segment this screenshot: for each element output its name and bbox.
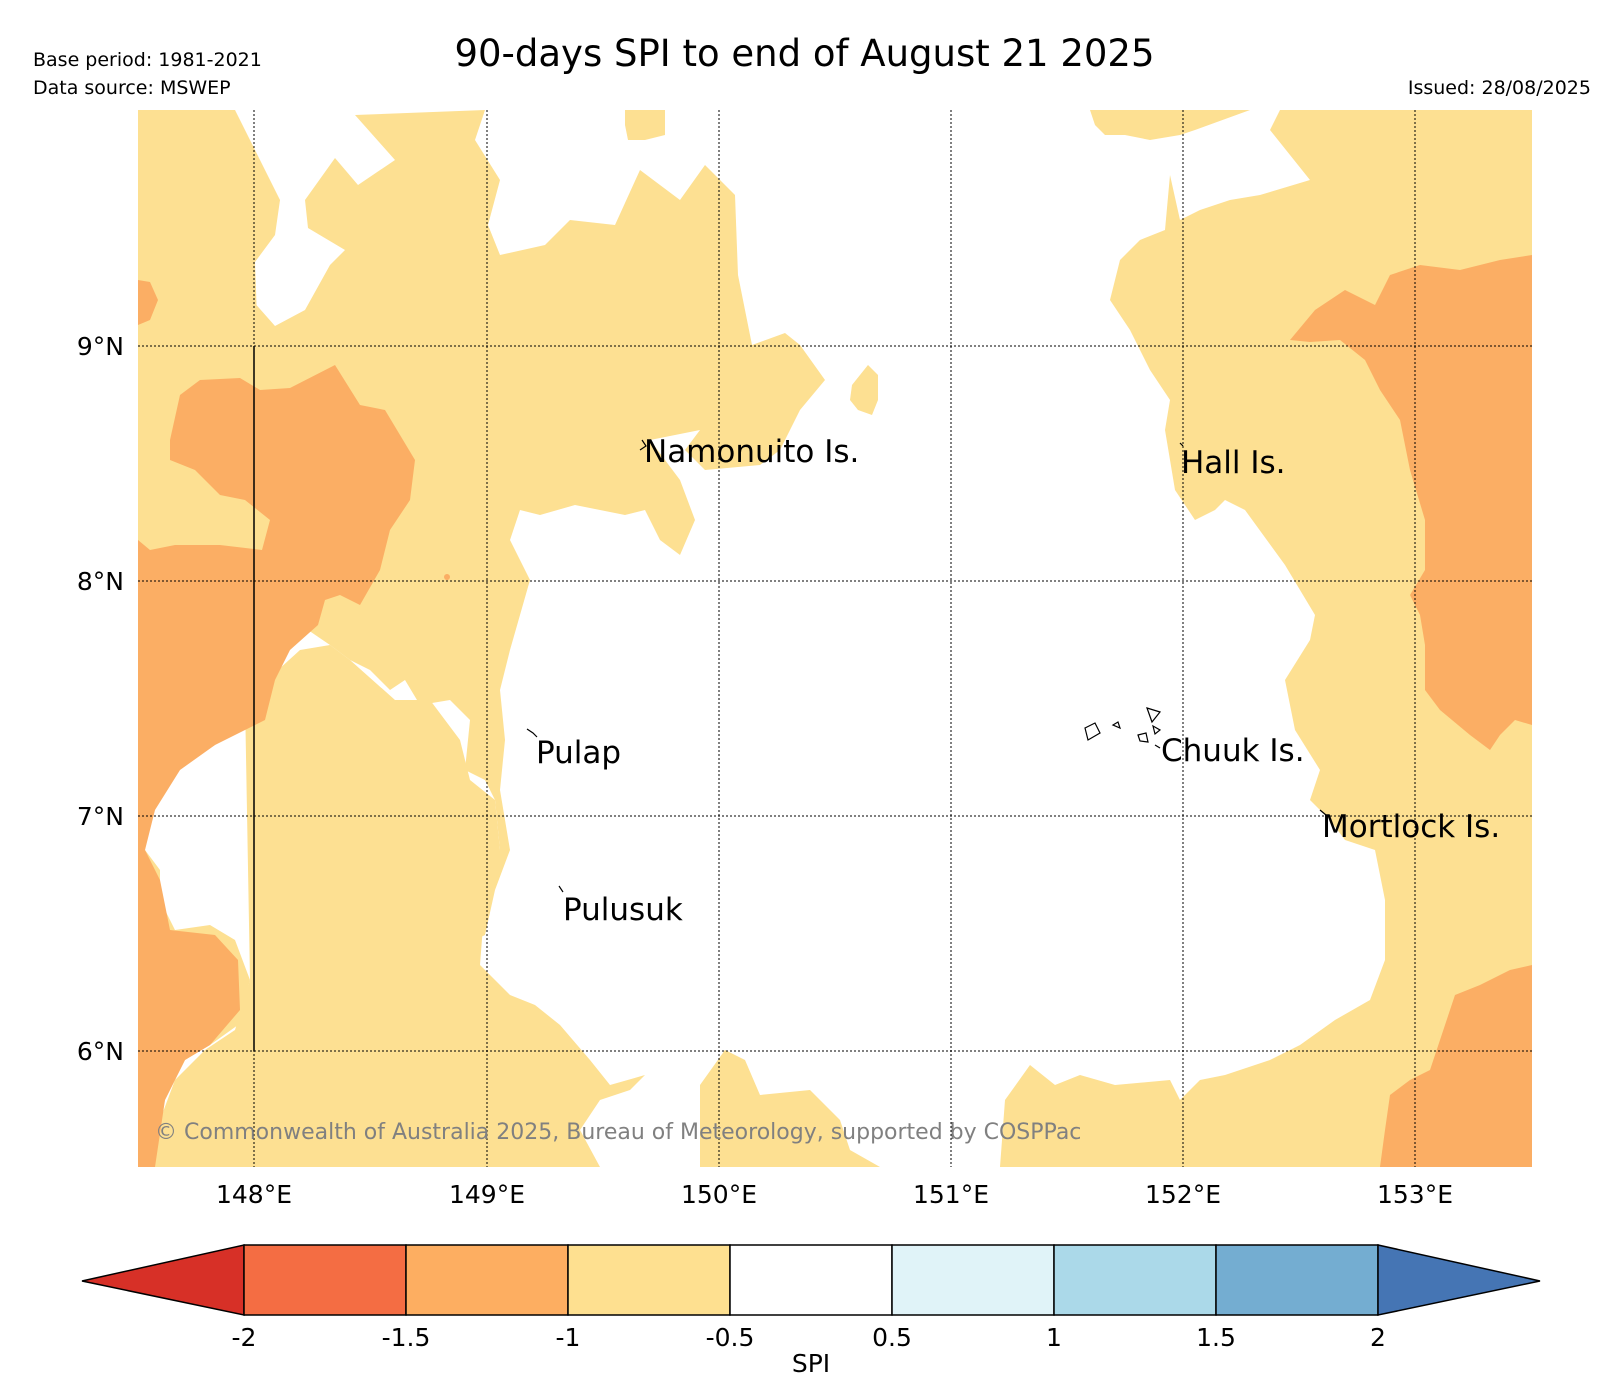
spi-region-southwest-moderate [150, 645, 645, 1167]
place-label-namonuito: Namonuito Is. [644, 434, 859, 470]
place-label-pulusuk: Pulusuk [563, 892, 683, 928]
base-period-text: Base period: 1981-2021 [33, 49, 262, 71]
copyright-notice: © Commonwealth of Australia 2025, Bureau… [155, 1120, 1081, 1145]
issued-date-text: Issued: 28/08/2025 [1407, 77, 1591, 99]
spi-region-east-dry [1290, 255, 1532, 750]
spi-region-north-moderate [1090, 110, 1250, 140]
colorbar-extend-low [81, 1244, 245, 1316]
colorbar-tick-7: 1.5 [1196, 1323, 1236, 1352]
colorbar-tick-6: 1 [1046, 1323, 1062, 1352]
colorbar-extend-high [1377, 1244, 1541, 1316]
lat-tick-8n: 8°N [77, 567, 124, 596]
colorbar-bin-1 [243, 1244, 407, 1316]
spi-colorbar [81, 1244, 1541, 1316]
place-label-chuuk: Chuuk Is. [1161, 733, 1305, 769]
lon-tick-152: 152°E [1145, 1180, 1221, 1209]
spi-region-islet-east [850, 365, 878, 415]
colorbar-tick-3: -1 [556, 1323, 581, 1352]
spi-region-southeast-dry [1380, 965, 1532, 1167]
spi-islet-dot [444, 574, 450, 580]
graticule [138, 110, 1532, 1167]
colorbar-bin-4 [729, 1244, 893, 1316]
spi-region-islet-north [625, 110, 665, 140]
colorbar-tick-8: 2 [1370, 1323, 1386, 1352]
colorbar-bin-7 [1215, 1244, 1379, 1316]
lat-tick-9n: 9°N [77, 332, 124, 361]
colorbar-bin-3 [567, 1244, 731, 1316]
spi-region-west-moderate [138, 110, 825, 1167]
place-label-mortlock: Mortlock Is. [1322, 809, 1500, 845]
colorbar-bin-2 [405, 1244, 569, 1316]
lon-tick-148: 148°E [216, 1180, 292, 1209]
spi-region-south-moderate [700, 1050, 880, 1167]
place-label-hall: Hall Is. [1181, 445, 1286, 481]
spi-region-west-dry [138, 280, 158, 325]
lat-tick-6n: 6°N [77, 1037, 124, 1066]
data-source-text: Data source: MSWEP [33, 77, 231, 99]
colorbar-tick-5: 0.5 [872, 1323, 912, 1352]
colorbar-tick-4: -0.5 [706, 1323, 755, 1352]
place-label-pulap: Pulap [536, 735, 621, 771]
colorbar-bin-5 [891, 1244, 1055, 1316]
lon-tick-151: 151°E [913, 1180, 989, 1209]
spi-region-west-band [138, 110, 280, 1167]
lon-tick-149: 149°E [449, 1180, 525, 1209]
colorbar-tick-2: -1.5 [382, 1323, 431, 1352]
lon-tick-153: 153°E [1377, 1180, 1453, 1209]
spi-region-west-dry-main [138, 365, 415, 1167]
colorbar-bin-6 [1053, 1244, 1217, 1316]
map-title: 90-days SPI to end of August 21 2025 [454, 32, 1155, 75]
colorbar-label: SPI [792, 1349, 830, 1378]
lat-tick-7n: 7°N [77, 802, 124, 831]
island-outlines [526, 439, 1327, 893]
colorbar-tick-1: -2 [232, 1323, 257, 1352]
lon-tick-150: 150°E [681, 1180, 757, 1209]
